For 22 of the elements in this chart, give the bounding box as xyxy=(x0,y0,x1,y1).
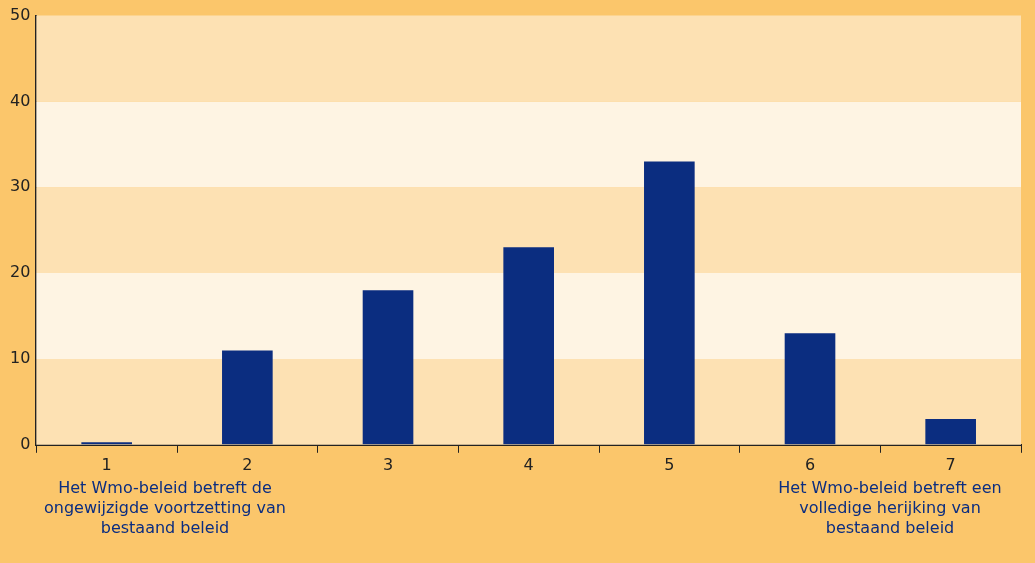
x-tick-label: 7 xyxy=(945,454,956,474)
y-tick-label: 10 xyxy=(10,348,31,368)
x-tick-label: 6 xyxy=(804,454,816,474)
bar xyxy=(222,350,273,445)
bar xyxy=(362,290,414,445)
x-tick-label: 2 xyxy=(242,454,253,474)
bar xyxy=(81,442,133,445)
x-tick-label: 1 xyxy=(101,454,112,474)
bar xyxy=(784,333,836,445)
text: Het Wmo-beleid betreft een volledige herijking van bestaand beleid xyxy=(777,478,1003,538)
x-tick-label: 3 xyxy=(382,454,394,474)
bar xyxy=(503,247,554,445)
x-tick-label: 4 xyxy=(523,454,534,474)
y-tick-label: 40 xyxy=(10,90,31,110)
bar xyxy=(644,161,695,445)
y-tick-label: 50 xyxy=(10,4,31,24)
text: Het Wmo-beleid betreft de ongewijzigde voortzetting van bestaand beleid xyxy=(43,478,287,538)
y-tick-label: 20 xyxy=(10,262,31,282)
y-tick-label: 0 xyxy=(20,433,31,453)
y-tick-label: 30 xyxy=(10,176,31,196)
bar xyxy=(925,419,976,445)
x-tick-label: 5 xyxy=(664,454,675,474)
